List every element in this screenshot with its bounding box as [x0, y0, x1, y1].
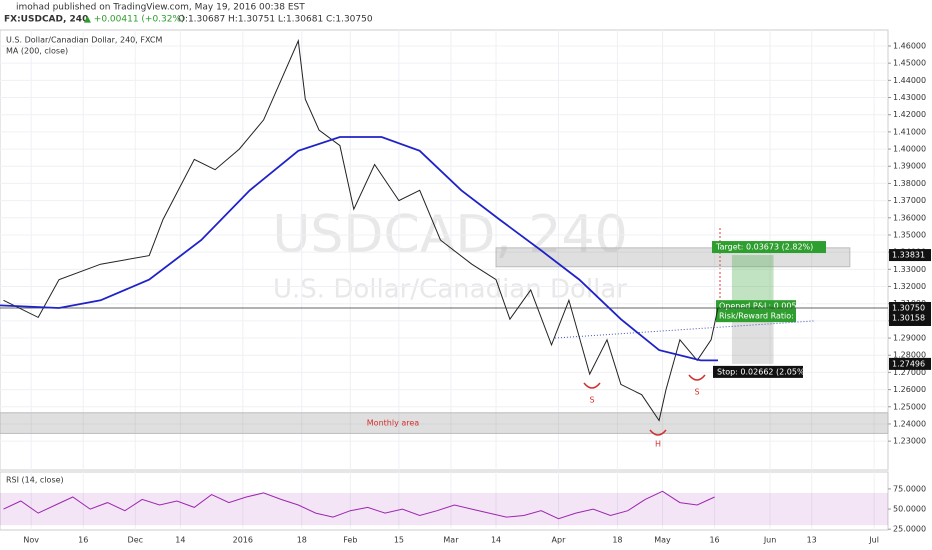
y-tick-label: 1.26000 [893, 385, 926, 394]
y-tick-label: 1.35000 [893, 230, 926, 239]
price-badge [889, 301, 931, 314]
publisher: imohad published on TradingView.com, May… [16, 3, 305, 13]
x-tick-label: Mar [443, 536, 459, 545]
zone [0, 412, 889, 434]
legend-entry: U.S. Dollar/Canadian Dollar, 240, FXCM [6, 36, 162, 45]
y-tick-label: 1.32000 [893, 282, 926, 291]
pnl-box [716, 300, 796, 323]
legend-entry: MA (200, close) [6, 47, 68, 56]
y-tick-label: 1.40000 [893, 145, 926, 154]
pattern-arc [688, 374, 706, 381]
price-badge-label: 1.30750 [892, 303, 925, 312]
rsi-frame [0, 471, 889, 531]
y-tick-label: 1.44000 [893, 76, 926, 85]
main-frame [0, 29, 889, 471]
x-tick-label: 14 [491, 536, 501, 545]
y-tick-label: 1.29000 [893, 334, 926, 343]
x-tick-label: 16 [78, 536, 88, 545]
y-tick-label: 25.0000 [893, 525, 926, 534]
neckline [554, 320, 816, 339]
price-badge-label: 1.33831 [892, 251, 925, 260]
series-line [3, 38, 719, 422]
y-tick-label: 1.43000 [893, 93, 926, 102]
x-tick-label: 16 [709, 536, 719, 545]
price-badge [889, 312, 931, 325]
y-tick-label: 1.33000 [893, 265, 926, 274]
rsi-legend: RSI (14, close) [6, 476, 64, 485]
pattern-arc [649, 429, 667, 436]
y-tick-label: 1.28000 [893, 351, 926, 360]
symbol: FX:USDCAD, 240 [4, 15, 88, 25]
stop-box [713, 365, 803, 378]
target-label: Target: 0.03673 (2.82%) [715, 243, 813, 252]
y-tick-label: 1.46000 [893, 41, 926, 50]
price-badge [889, 357, 931, 370]
zone-label: Monthly area [367, 419, 420, 428]
change: ▲ +0.00411 (+0.32%) [84, 15, 185, 25]
x-tick-label: Feb [343, 536, 357, 545]
x-tick-label: 14 [175, 536, 185, 545]
price-badge [889, 249, 931, 262]
y-tick-label: 1.39000 [893, 162, 926, 171]
x-tick-label: 15 [394, 536, 404, 545]
x-tick-label: Nov [23, 536, 39, 545]
pattern-label: H [655, 440, 661, 449]
price-badge-label: 1.30158 [892, 314, 925, 323]
pattern-arc [583, 382, 601, 389]
y-tick-label: 1.42000 [893, 110, 926, 119]
pnl-label: Opened P&L: 0.00592 [719, 302, 807, 311]
y-tick-label: 1.37000 [893, 196, 926, 205]
y-tick-label: 1.41000 [893, 127, 926, 136]
series-line [3, 490, 715, 520]
rr-label: Risk/Reward Ratio: 1.38 [719, 312, 814, 321]
ohlc: O:1.30687 H:1.30751 L:1.30681 C:1.30750 [178, 15, 373, 25]
y-tick-label: 1.45000 [893, 59, 926, 68]
x-tick-label: Jul [868, 536, 879, 545]
price-badge-label: 1.27496 [892, 359, 925, 368]
series-line [0, 136, 718, 362]
x-tick-label: Apr [552, 536, 567, 545]
x-tick-label: May [654, 536, 671, 545]
pattern-label: S [694, 388, 699, 397]
stop-area [731, 318, 774, 364]
watermark-subtitle: U.S. Dollar/Canadian Dollar [273, 275, 627, 305]
x-tick-label: Dec [128, 536, 143, 545]
y-tick-label: 1.36000 [893, 213, 926, 222]
x-tick-label: 18 [612, 536, 622, 545]
x-tick-label: Jun [763, 536, 777, 545]
x-tick-label: 2016 [233, 536, 253, 545]
y-tick-label: 75.0000 [893, 484, 926, 493]
rsi-band [0, 492, 888, 526]
y-tick-label: 1.27000 [893, 368, 926, 377]
y-tick-label: 50.0000 [893, 505, 926, 514]
y-tick-label: 1.38000 [893, 179, 926, 188]
x-tick-label: 13 [807, 536, 817, 545]
stop-label: Stop: 0.02662 (2.05%) [717, 367, 808, 376]
y-tick-label: 1.25000 [893, 402, 926, 411]
target-box [712, 241, 826, 254]
pattern-label: S [589, 396, 594, 405]
y-tick-label: 1.23000 [893, 437, 926, 446]
x-tick-label: 18 [297, 536, 307, 545]
y-tick-label: 1.24000 [893, 419, 926, 428]
